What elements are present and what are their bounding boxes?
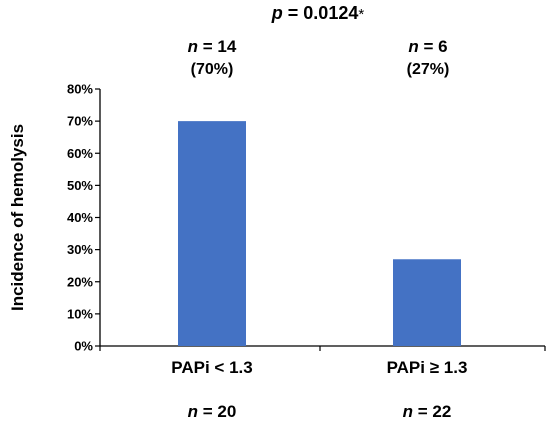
y-tick-label: 70% <box>67 114 93 129</box>
n-symbol: n <box>188 37 203 56</box>
n-symbol: n <box>408 37 423 56</box>
p-value-symbol: p <box>271 3 288 23</box>
bar-count-label: n = 6 <box>408 37 447 56</box>
bar-percent-label: (70%) <box>191 61 234 78</box>
y-tick-label: 30% <box>67 242 93 257</box>
p-value-marker: * <box>358 6 364 23</box>
bar-percent-label: (27%) <box>407 61 450 78</box>
x-tick-label: PAPi ≥ 1.3 <box>387 358 468 377</box>
bars-layer <box>178 121 461 346</box>
p-value-label: p = 0.0124* <box>271 3 365 23</box>
text-layer: 0% 10% 20% 30% 40% 50% 60% 70% 80% Incidence of h… <box>8 3 467 421</box>
n-value: = 14 <box>203 37 237 56</box>
x-tick-label: PAPi < 1.3 <box>171 358 252 377</box>
y-axis-title: Incidence of hemolysis <box>8 124 27 311</box>
bar <box>178 121 246 346</box>
group-size-label: n = 22 <box>403 402 452 421</box>
bar-count-label: n = 14 <box>188 37 237 56</box>
y-tick-label: 80% <box>67 82 93 97</box>
y-tick-label: 20% <box>67 274 93 289</box>
bar <box>393 259 461 346</box>
y-tick-label: 40% <box>67 210 93 225</box>
y-tick-label: 60% <box>67 146 93 161</box>
axes-layer <box>95 88 546 351</box>
y-tick-label: 10% <box>67 306 93 321</box>
p-value-number: = 0.0124 <box>288 3 359 23</box>
n-value: = 22 <box>418 402 452 421</box>
group-size-label: n = 20 <box>188 402 237 421</box>
n-value: = 6 <box>424 37 448 56</box>
y-tick-label: 0% <box>74 339 93 354</box>
n-symbol: n <box>403 402 418 421</box>
n-symbol: n <box>188 402 203 421</box>
y-tick-label: 50% <box>67 178 93 193</box>
n-value: = 20 <box>203 402 237 421</box>
